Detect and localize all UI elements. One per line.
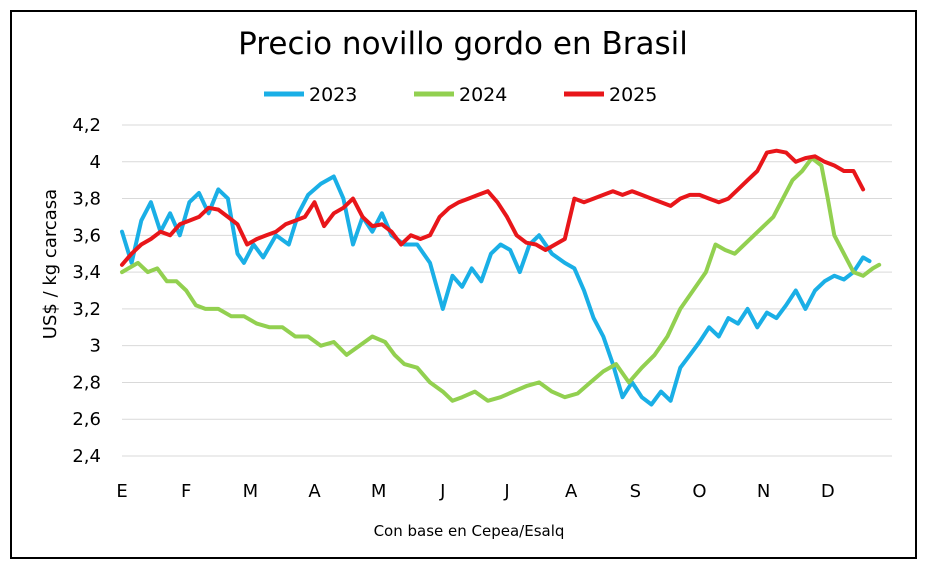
chart-title: Precio novillo gordo en Brasil <box>238 26 688 62</box>
x-tick-label: J <box>503 481 509 502</box>
y-tick-label: 2,8 <box>72 372 101 393</box>
legend: 2023 2024 2025 <box>264 84 657 106</box>
x-tick-label: A <box>565 481 578 502</box>
x-tick-label: J <box>439 481 445 502</box>
legend-label-2023: 2023 <box>309 84 357 106</box>
gridlines <box>122 124 892 457</box>
x-tick-label: F <box>181 481 191 502</box>
y-tick-label: 3,2 <box>72 299 101 320</box>
y-tick-label: 3,4 <box>72 262 101 283</box>
x-tick-label: O <box>692 481 706 502</box>
x-tick-label: S <box>630 481 641 502</box>
chart-frame: Precio novillo gordo en Brasil 2023 2024… <box>10 10 917 559</box>
y-tick-label: 3 <box>90 336 101 357</box>
series-lines <box>120 148 882 407</box>
x-tick-label: M <box>243 481 259 502</box>
x-tick-label: N <box>757 481 770 502</box>
y-tick-label: 2,4 <box>72 446 101 467</box>
y-tick-label: 4,2 <box>72 115 101 136</box>
x-tick-label: E <box>116 481 127 502</box>
x-tick-label: M <box>371 481 387 502</box>
chart-svg: Precio novillo gordo en Brasil 2023 2024… <box>40 26 892 540</box>
x-tick-label: D <box>821 481 835 502</box>
y-tick-labels: 2,4 2,6 2,8 3 3,2 3,4 3,6 3,8 4 4,2 <box>72 115 101 467</box>
legend-label-2024: 2024 <box>459 84 507 106</box>
y-axis-label: US$ / kg carcasa <box>40 189 61 339</box>
y-tick-label: 3,8 <box>72 189 101 210</box>
y-tick-label: 4 <box>90 152 101 173</box>
series-line-2025 <box>120 148 866 267</box>
series-line-2023 <box>120 174 872 407</box>
x-tick-label: A <box>308 481 321 502</box>
y-tick-label: 2,6 <box>72 409 101 430</box>
series-line-2024 <box>120 156 882 403</box>
y-tick-label: 3,6 <box>72 225 101 246</box>
legend-label-2025: 2025 <box>609 84 657 106</box>
source-note: Con base en Cepea/Esalq <box>374 522 565 540</box>
